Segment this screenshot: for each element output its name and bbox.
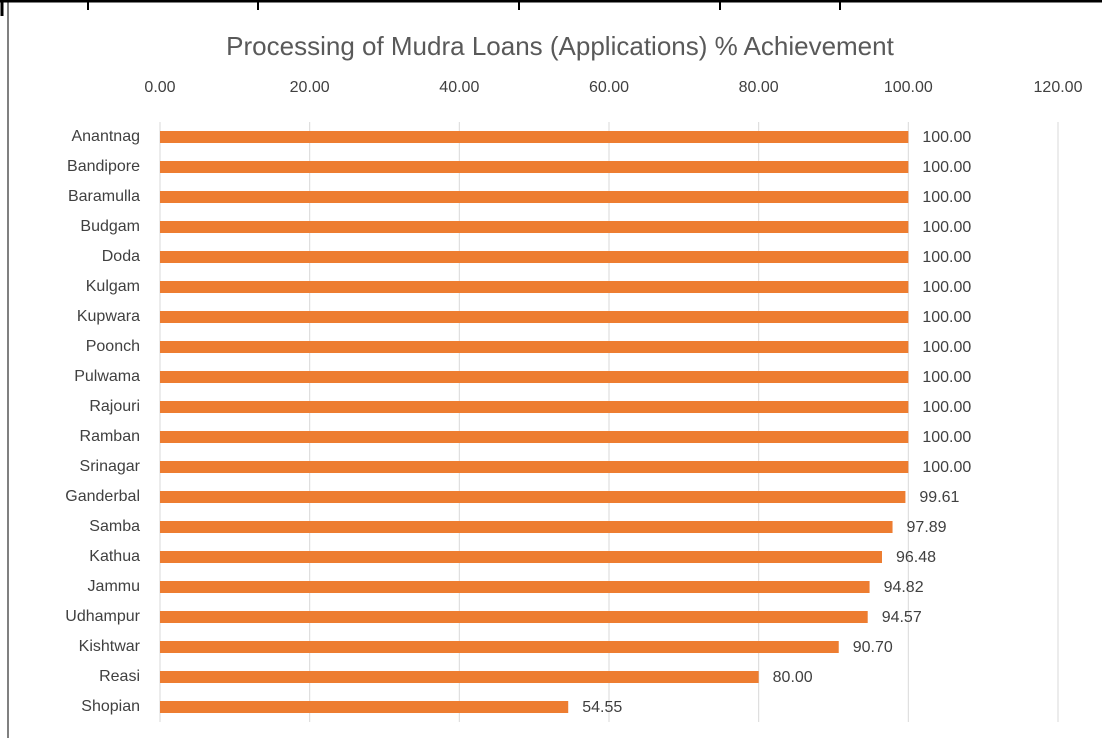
y-tick-label: Budgam <box>80 218 140 235</box>
y-tick-label: Kulgam <box>86 278 140 295</box>
bar <box>160 641 839 653</box>
bar <box>160 311 909 323</box>
bar <box>160 521 893 533</box>
bar <box>160 371 909 383</box>
data-label: 99.61 <box>919 489 959 506</box>
bar <box>160 461 909 473</box>
data-label: 94.82 <box>884 579 924 596</box>
y-tick-label: Ganderbal <box>65 488 140 505</box>
data-label: 90.70 <box>853 639 893 656</box>
bar <box>160 551 882 563</box>
y-tick-label: Reasi <box>99 668 140 685</box>
y-tick-label: Poonch <box>86 338 140 355</box>
bar <box>160 611 868 623</box>
y-tick-label: Kishtwar <box>79 638 141 655</box>
data-label: 94.57 <box>882 609 922 626</box>
y-tick-label: Rajouri <box>89 398 140 415</box>
x-tick-label: 100.00 <box>884 79 933 96</box>
x-tick-label: 20.00 <box>290 79 330 96</box>
y-tick-label: Anantnag <box>71 128 140 145</box>
bar <box>160 251 909 263</box>
y-tick-label: Baramulla <box>68 188 140 205</box>
bar <box>160 161 909 173</box>
y-tick-label: Pulwama <box>74 368 140 385</box>
bar <box>160 221 909 233</box>
y-tick-label: Jammu <box>88 578 140 595</box>
bar <box>160 401 909 413</box>
y-tick-label: Bandipore <box>67 158 140 175</box>
data-label: 100.00 <box>922 159 971 176</box>
bar <box>160 341 909 353</box>
y-tick-label: Kupwara <box>77 308 140 325</box>
data-label: 100.00 <box>922 309 971 326</box>
y-tick-label: Samba <box>89 518 140 535</box>
chart-title: Processing of Mudra Loans (Applications)… <box>226 31 894 61</box>
bar <box>160 671 759 683</box>
data-label: 100.00 <box>922 369 971 386</box>
data-label: 100.00 <box>922 279 971 296</box>
y-tick-label: Doda <box>102 248 140 265</box>
data-label: 100.00 <box>922 459 971 476</box>
y-tick-label: Ramban <box>80 428 140 445</box>
y-tick-label: Shopian <box>81 698 140 715</box>
data-label: 80.00 <box>773 669 813 686</box>
data-label: 100.00 <box>922 249 971 266</box>
data-label: 100.00 <box>922 189 971 206</box>
data-label: 96.48 <box>896 549 936 566</box>
y-tick-label: Udhampur <box>65 608 140 625</box>
bar <box>160 431 909 443</box>
x-tick-label: 0.00 <box>144 79 175 96</box>
x-tick-label: 80.00 <box>739 79 779 96</box>
data-label: 100.00 <box>922 339 971 356</box>
data-label: 54.55 <box>582 699 622 716</box>
data-label: 100.00 <box>922 129 971 146</box>
data-label: 100.00 <box>922 219 971 236</box>
x-tick-label: 120.00 <box>1034 79 1083 96</box>
bar <box>160 581 870 593</box>
bar <box>160 191 909 203</box>
bar <box>160 131 909 143</box>
data-label: 100.00 <box>922 399 971 416</box>
bar <box>160 281 909 293</box>
bar <box>160 701 569 713</box>
bar <box>160 491 906 503</box>
y-tick-label: Kathua <box>89 548 140 565</box>
data-label: 100.00 <box>922 429 971 446</box>
x-tick-label: 40.00 <box>439 79 479 96</box>
x-tick-label: 60.00 <box>589 79 629 96</box>
data-label: 97.89 <box>907 519 947 536</box>
y-tick-label: Srinagar <box>80 458 141 475</box>
